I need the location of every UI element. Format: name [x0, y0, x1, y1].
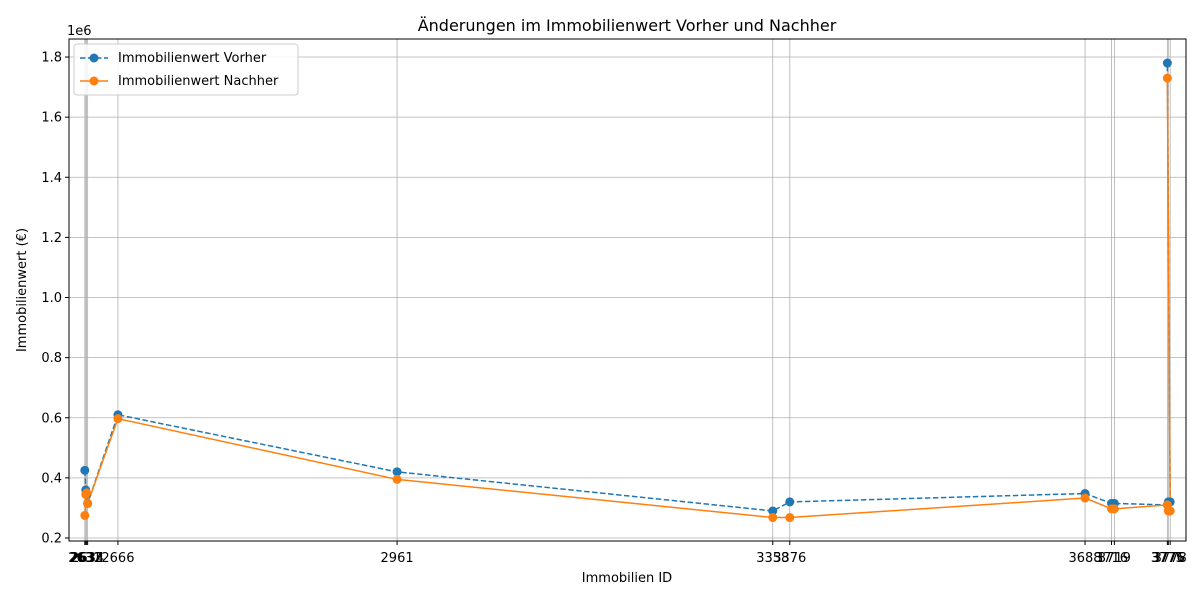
chart-title: Änderungen im Immobilienwert Vorher und …: [418, 16, 837, 35]
series-line-vorher: [84, 63, 1171, 512]
x-tick-label: 3778: [1154, 551, 1187, 566]
legend-box: [73, 43, 299, 96]
axis-ticks: 0.20.40.60.81.01.21.41.61.82631263226332…: [41, 51, 1186, 566]
y-offset-label: 1e6: [67, 24, 92, 39]
x-tick-label: 2666: [101, 551, 134, 566]
data-point-nachher: [785, 513, 795, 523]
y-tick-label: 0.2: [41, 531, 62, 546]
x-tick-label: 3719: [1098, 551, 1131, 566]
legend: Immobilienwert Vorher Immobilienwert Nac…: [73, 43, 299, 96]
legend-label-nachher: Immobilienwert Nachher: [118, 74, 279, 89]
y-axis-label: Immobilienwert (€): [15, 228, 30, 352]
x-axis-label: Immobilien ID: [582, 571, 672, 586]
series-layer: [80, 58, 1175, 523]
x-tick-label: 2961: [381, 551, 414, 566]
y-tick-label: 0.4: [41, 471, 62, 486]
data-point-nachher: [1162, 73, 1172, 83]
legend-marker-vorher: [89, 53, 99, 63]
data-point-vorher: [768, 506, 778, 516]
data-point-nachher: [1109, 504, 1119, 514]
x-tick-label: 3688: [1068, 551, 1101, 566]
y-tick-label: 0.8: [41, 351, 62, 366]
data-point-nachher: [768, 513, 778, 523]
x-tick-label: 3716: [1095, 551, 1128, 566]
data-point-nachher: [1165, 506, 1175, 516]
y-tick-label: 1.2: [41, 231, 62, 246]
data-point-vorher: [392, 467, 402, 477]
data-point-nachher: [82, 488, 92, 498]
x-tick-label: 2633: [70, 551, 103, 566]
x-tick-label: 2632: [69, 551, 102, 566]
data-point-nachher: [83, 498, 93, 508]
data-point-vorher: [785, 497, 795, 507]
data-point-nachher: [392, 474, 402, 484]
y-tick-label: 1.6: [41, 111, 62, 126]
y-tick-label: 1.4: [41, 171, 62, 186]
data-point-vorher: [80, 465, 90, 475]
x-tick-label: 3376: [773, 551, 806, 566]
grid-lines: [69, 39, 1186, 541]
data-point-nachher: [80, 510, 90, 520]
legend-label-vorher: Immobilienwert Vorher: [118, 51, 267, 66]
legend-marker-nachher: [89, 76, 99, 86]
y-tick-label: 1.8: [41, 51, 62, 66]
data-point-nachher: [1080, 493, 1090, 503]
x-tick-label: 3358: [756, 551, 789, 566]
x-tick-label: 3775: [1151, 551, 1184, 566]
y-tick-label: 0.6: [41, 411, 62, 426]
data-point-vorher: [1162, 58, 1172, 68]
x-tick-label: 3776: [1152, 551, 1185, 566]
data-point-nachher: [113, 414, 123, 424]
x-tick-label: 2634: [71, 551, 104, 566]
x-tick-label: 2631: [68, 551, 101, 566]
plot-frame: [68, 38, 1187, 542]
y-tick-label: 1.0: [41, 291, 62, 306]
